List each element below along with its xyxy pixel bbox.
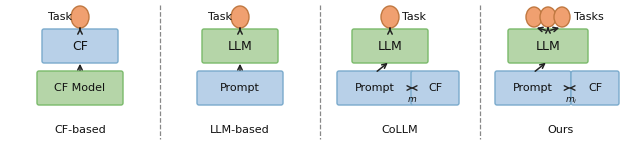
Ellipse shape — [554, 7, 570, 27]
Text: CoLLM: CoLLM — [381, 125, 419, 135]
Ellipse shape — [71, 6, 89, 28]
Text: CF Model: CF Model — [54, 83, 106, 93]
Text: CF: CF — [72, 39, 88, 53]
Ellipse shape — [526, 7, 542, 27]
Text: LLM: LLM — [378, 39, 403, 53]
Text: Prompt: Prompt — [220, 83, 260, 93]
FancyBboxPatch shape — [411, 71, 459, 105]
FancyBboxPatch shape — [495, 71, 571, 105]
Text: Task: Task — [402, 12, 426, 22]
Text: $m_i$: $m_i$ — [564, 95, 577, 106]
FancyBboxPatch shape — [352, 29, 428, 63]
Text: Task: Task — [208, 12, 232, 22]
Text: Ours: Ours — [547, 125, 573, 135]
Ellipse shape — [231, 6, 249, 28]
Text: Tasks: Tasks — [574, 12, 604, 22]
FancyBboxPatch shape — [42, 29, 118, 63]
Text: CF: CF — [588, 83, 602, 93]
Text: Task: Task — [48, 12, 72, 22]
Text: m: m — [408, 95, 417, 104]
FancyBboxPatch shape — [337, 71, 413, 105]
Text: Prompt: Prompt — [513, 83, 553, 93]
FancyBboxPatch shape — [202, 29, 278, 63]
Text: CF-based: CF-based — [54, 125, 106, 135]
FancyBboxPatch shape — [37, 71, 123, 105]
Ellipse shape — [381, 6, 399, 28]
Text: Prompt: Prompt — [355, 83, 395, 93]
Text: LLM: LLM — [228, 39, 252, 53]
FancyBboxPatch shape — [508, 29, 588, 63]
Text: CF: CF — [428, 83, 442, 93]
FancyBboxPatch shape — [571, 71, 619, 105]
Text: LLM-based: LLM-based — [210, 125, 270, 135]
Text: LLM: LLM — [536, 39, 561, 53]
FancyBboxPatch shape — [197, 71, 283, 105]
Ellipse shape — [540, 7, 556, 27]
